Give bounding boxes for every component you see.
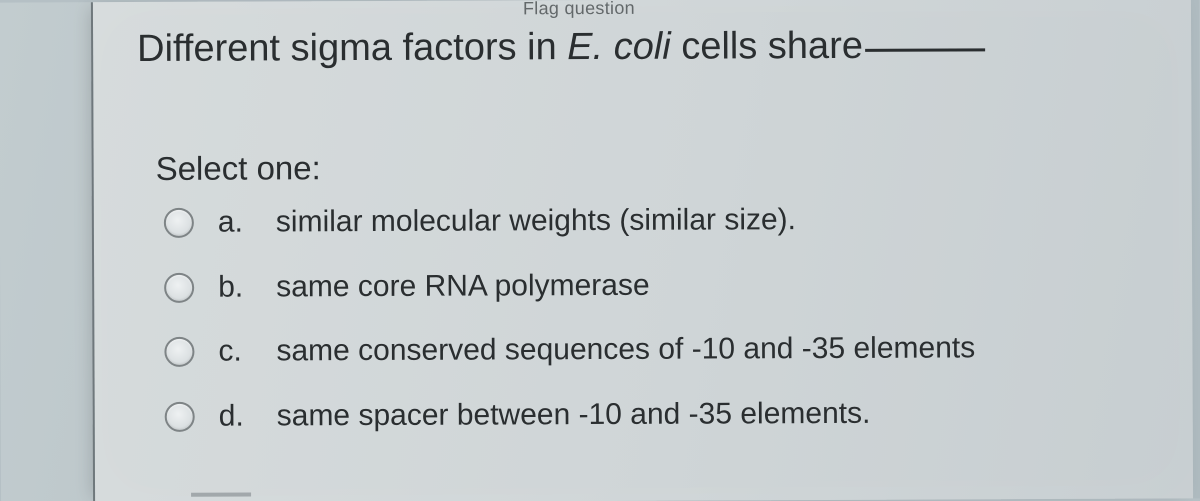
radio-icon[interactable] xyxy=(164,273,194,303)
select-one-label: Select one: xyxy=(156,149,321,188)
radio-icon[interactable] xyxy=(164,208,194,238)
question-suffix: cells share xyxy=(671,25,863,68)
option-b[interactable]: b. same core RNA polymerase xyxy=(164,266,1162,305)
radio-icon[interactable] xyxy=(165,402,195,432)
quiz-panel: Flag question Different sigma factors in… xyxy=(91,0,1193,501)
question-prefix: Different sigma factors in xyxy=(137,26,567,70)
option-text: same spacer between -10 and -35 elements… xyxy=(277,396,871,433)
option-c[interactable]: c. same conserved sequences of -10 and -… xyxy=(164,331,1162,370)
flag-question-fragment: Flag question xyxy=(523,0,635,19)
option-a[interactable]: a. similar molecular weights (similar si… xyxy=(164,202,1162,241)
photo-background: Flag question Different sigma factors in… xyxy=(0,0,1200,501)
question-stem: Different sigma factors in E. coli cells… xyxy=(137,22,1161,74)
option-letter: b. xyxy=(218,270,252,304)
bottom-cutoff-line xyxy=(191,493,251,497)
option-text: similar molecular weights (similar size)… xyxy=(276,203,796,240)
option-letter: d. xyxy=(219,399,253,433)
question-italic-term: E. coli xyxy=(567,26,671,68)
option-d[interactable]: d. same spacer between -10 and -35 eleme… xyxy=(165,395,1163,434)
radio-icon[interactable] xyxy=(164,337,194,367)
options-group: a. similar molecular weights (similar si… xyxy=(164,202,1163,464)
option-text: same conserved sequences of -10 and -35 … xyxy=(276,331,975,369)
option-text: same core RNA polymerase xyxy=(276,268,650,304)
option-letter: a. xyxy=(218,206,252,240)
option-letter: c. xyxy=(218,335,252,369)
fill-blank-line xyxy=(865,48,985,52)
